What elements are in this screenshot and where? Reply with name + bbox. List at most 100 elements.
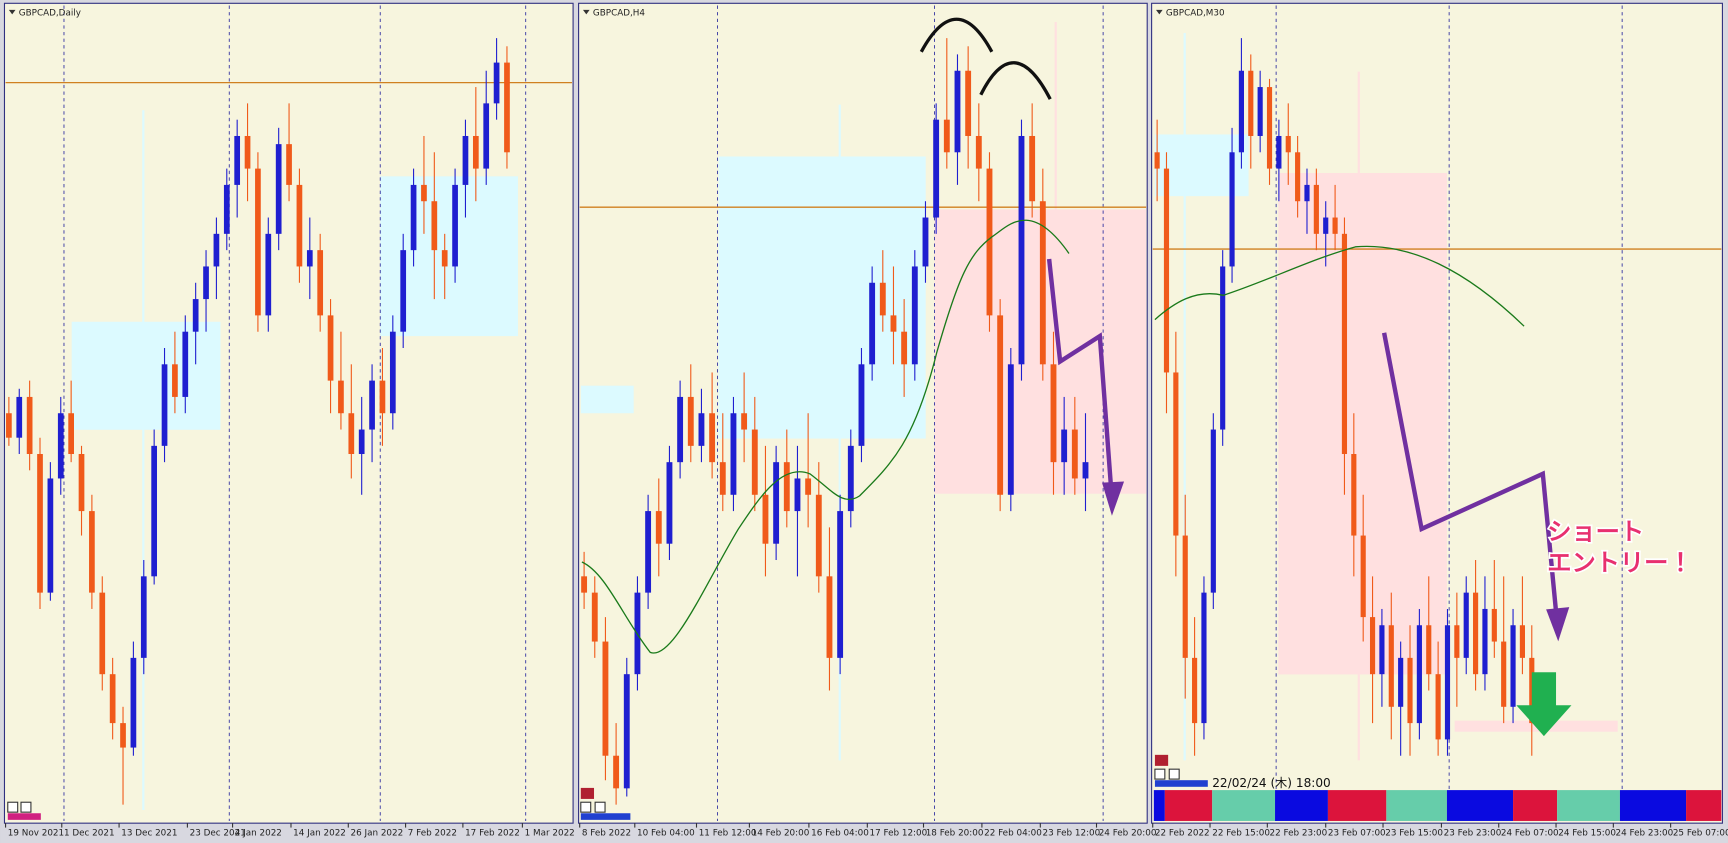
x-tick-label: 14 Jan 2022 <box>293 828 346 838</box>
candle-body <box>741 413 748 430</box>
candle-body <box>89 511 95 593</box>
candle-body <box>47 478 54 593</box>
x-tick-label: 22 Feb 15:00 <box>1212 828 1270 838</box>
x-tick-label: 26 Jan 2022 <box>350 828 403 838</box>
candle-body <box>879 282 886 316</box>
x-tick-label: 14 Feb 20:00 <box>752 828 810 838</box>
note-line: ショート <box>1547 517 1644 546</box>
x-tick-label: 1 Dec 2021 <box>64 828 115 838</box>
candle-body <box>901 331 908 365</box>
candle-body <box>327 315 334 381</box>
candle-body <box>1182 535 1188 658</box>
candle-body <box>730 413 737 495</box>
candle-body <box>172 364 178 397</box>
x-tick-label: 23 Feb 15:00 <box>1385 828 1443 838</box>
demand-zone <box>718 156 926 439</box>
x-tick-label: 22 Feb 2022 <box>1155 828 1210 838</box>
candle-body <box>762 494 769 544</box>
tool-icon[interactable] <box>20 801 32 813</box>
x-tick-label: 17 Feb 12:00 <box>870 828 928 838</box>
candle-body <box>655 511 662 544</box>
tool-icon[interactable] <box>7 801 19 813</box>
candle-body <box>306 250 313 267</box>
x-tick-label: 23 Feb 12:00 <box>1043 828 1101 838</box>
candle-body <box>99 592 106 675</box>
tool-icon[interactable] <box>1168 768 1180 780</box>
candle-body <box>213 233 220 267</box>
arrow-head <box>1546 607 1570 642</box>
candle-body <box>837 511 844 658</box>
candle-body <box>623 674 630 789</box>
demand-zone <box>580 385 634 414</box>
candle-body <box>78 454 85 512</box>
candle-body <box>410 184 417 251</box>
candle-body <box>244 135 251 169</box>
candle-body <box>483 103 490 169</box>
candle-body <box>151 445 158 577</box>
candle-body <box>1173 372 1179 536</box>
moving-average <box>581 219 1070 654</box>
candle-body <box>265 233 272 316</box>
candle-body <box>68 413 74 455</box>
candle-body <box>858 364 865 446</box>
candle-body <box>1435 674 1441 740</box>
session <box>1446 790 1514 821</box>
candle-body <box>751 429 758 495</box>
tool-icon[interactable] <box>580 787 595 799</box>
session <box>1275 790 1328 821</box>
candle-body <box>954 70 961 153</box>
candle-body <box>1323 217 1329 234</box>
x-tick-label: 10 Feb 04:00 <box>637 828 695 838</box>
candle-body <box>203 266 209 300</box>
candle-body <box>1388 625 1394 707</box>
panel-title: GBPCAD,H4 <box>593 8 646 18</box>
session <box>1686 790 1722 821</box>
candle-body <box>389 331 396 414</box>
moving-average <box>1154 245 1525 327</box>
candle-body <box>1061 429 1068 463</box>
candle-body <box>1463 592 1469 658</box>
candle-body <box>677 396 684 463</box>
session <box>1386 790 1447 821</box>
tool-icon[interactable] <box>1154 754 1169 766</box>
moving-averages <box>581 219 1525 654</box>
x-tick-label: 8 Feb 2022 <box>582 828 631 838</box>
candle-body <box>130 657 137 748</box>
candle-body <box>1398 657 1404 707</box>
candle-body <box>1050 364 1057 463</box>
candle-body <box>109 674 116 724</box>
tool-icon[interactable] <box>1154 768 1166 780</box>
candle-body <box>613 755 620 789</box>
candle-body <box>1360 535 1366 618</box>
candle-body <box>922 217 929 267</box>
candle-body <box>581 576 588 593</box>
peak-arc <box>979 61 1052 100</box>
toolbar[interactable] <box>7 754 1208 820</box>
candle-body <box>698 413 705 446</box>
candle-body <box>1082 462 1089 479</box>
tool-icon[interactable] <box>580 801 592 813</box>
x-tick-label: 24 Feb 15:00 <box>1558 828 1616 838</box>
candle-body <box>1071 429 1078 479</box>
candle-body <box>493 62 500 104</box>
session-strip: 22/02/24 (木) 18:00 <box>1153 776 1722 821</box>
tool-icon[interactable] <box>594 801 606 813</box>
candle-body <box>965 70 972 136</box>
candle-body <box>591 592 598 642</box>
candle-body <box>192 299 199 332</box>
candle-body <box>666 462 673 544</box>
title-arrow <box>8 9 16 15</box>
candle-body <box>997 315 1004 495</box>
candle-body <box>379 380 386 414</box>
candle-body <box>223 184 230 234</box>
session <box>1619 790 1687 821</box>
candle-body <box>1220 266 1226 430</box>
candle-body <box>1454 625 1460 658</box>
candle-body <box>1407 657 1413 724</box>
candle-body <box>1276 135 1282 169</box>
candle-body <box>890 315 897 332</box>
x-tick-label: 24 Feb 20:00 <box>1099 828 1157 838</box>
candle-body <box>1351 454 1357 536</box>
candle-body <box>1257 87 1263 136</box>
candle-body <box>1007 364 1014 495</box>
